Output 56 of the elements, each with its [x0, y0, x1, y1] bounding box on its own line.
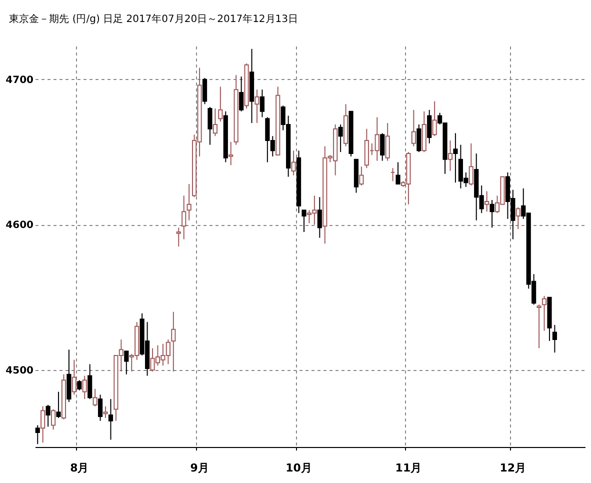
candlestick — [108, 398, 114, 440]
candlestick — [468, 142, 474, 186]
candlestick — [98, 394, 103, 422]
candlestick — [484, 190, 490, 212]
x-tick-label: 8月 — [70, 462, 89, 474]
candlestick — [453, 132, 458, 184]
candlestick — [50, 408, 56, 430]
candlestick — [291, 150, 296, 176]
candlestick — [182, 195, 186, 240]
x-tick-label: 11月 — [395, 462, 422, 474]
candlestick — [396, 162, 400, 185]
candlestick — [171, 311, 176, 372]
y-tick-label: 4600 — [6, 220, 34, 232]
candlestick — [77, 380, 82, 391]
candlestick — [72, 359, 76, 396]
candlestick — [542, 295, 547, 332]
candlestick — [385, 122, 390, 162]
chart-title: 東京金－期先 (円/g) 日足 2017年07月20日～2017年12月13日 — [9, 13, 298, 25]
candlestick — [35, 424, 40, 445]
candlestick — [212, 108, 218, 137]
candlestick — [359, 166, 364, 186]
candlestick — [92, 388, 98, 407]
candlestick — [56, 391, 61, 418]
candlestick — [317, 196, 322, 238]
candlestick — [239, 76, 244, 112]
candlestick — [228, 141, 234, 166]
candlestick — [218, 86, 223, 122]
candlestick — [176, 227, 181, 247]
candlestick — [338, 124, 343, 153]
y-tick-label: 4500 — [6, 365, 34, 376]
candlestick — [260, 89, 265, 118]
candlestick — [448, 140, 453, 172]
candlestick — [490, 200, 494, 228]
x-tick-label: 10月 — [286, 462, 312, 474]
candlestick — [254, 89, 260, 124]
candlestick — [416, 124, 422, 153]
candlestick — [82, 375, 87, 400]
candlestick — [516, 206, 520, 230]
x-tick-label: 9月 — [190, 462, 209, 474]
candlestick — [432, 100, 437, 137]
candlestick — [427, 109, 432, 144]
candlestick — [380, 132, 385, 162]
candlestick — [46, 404, 50, 428]
candlestick — [103, 406, 108, 418]
candlestick — [202, 77, 208, 105]
candlestick — [208, 106, 212, 146]
candlestick — [186, 184, 192, 221]
candlestick — [302, 210, 306, 232]
candlestick — [411, 109, 416, 147]
candlestick — [536, 304, 542, 349]
candlestick — [124, 350, 129, 375]
candlestick — [40, 406, 46, 444]
candlestick — [88, 364, 92, 400]
y-tick-label: 4700 — [6, 74, 34, 86]
x-tick-label: 12月 — [500, 462, 526, 474]
candlestick — [552, 324, 558, 354]
